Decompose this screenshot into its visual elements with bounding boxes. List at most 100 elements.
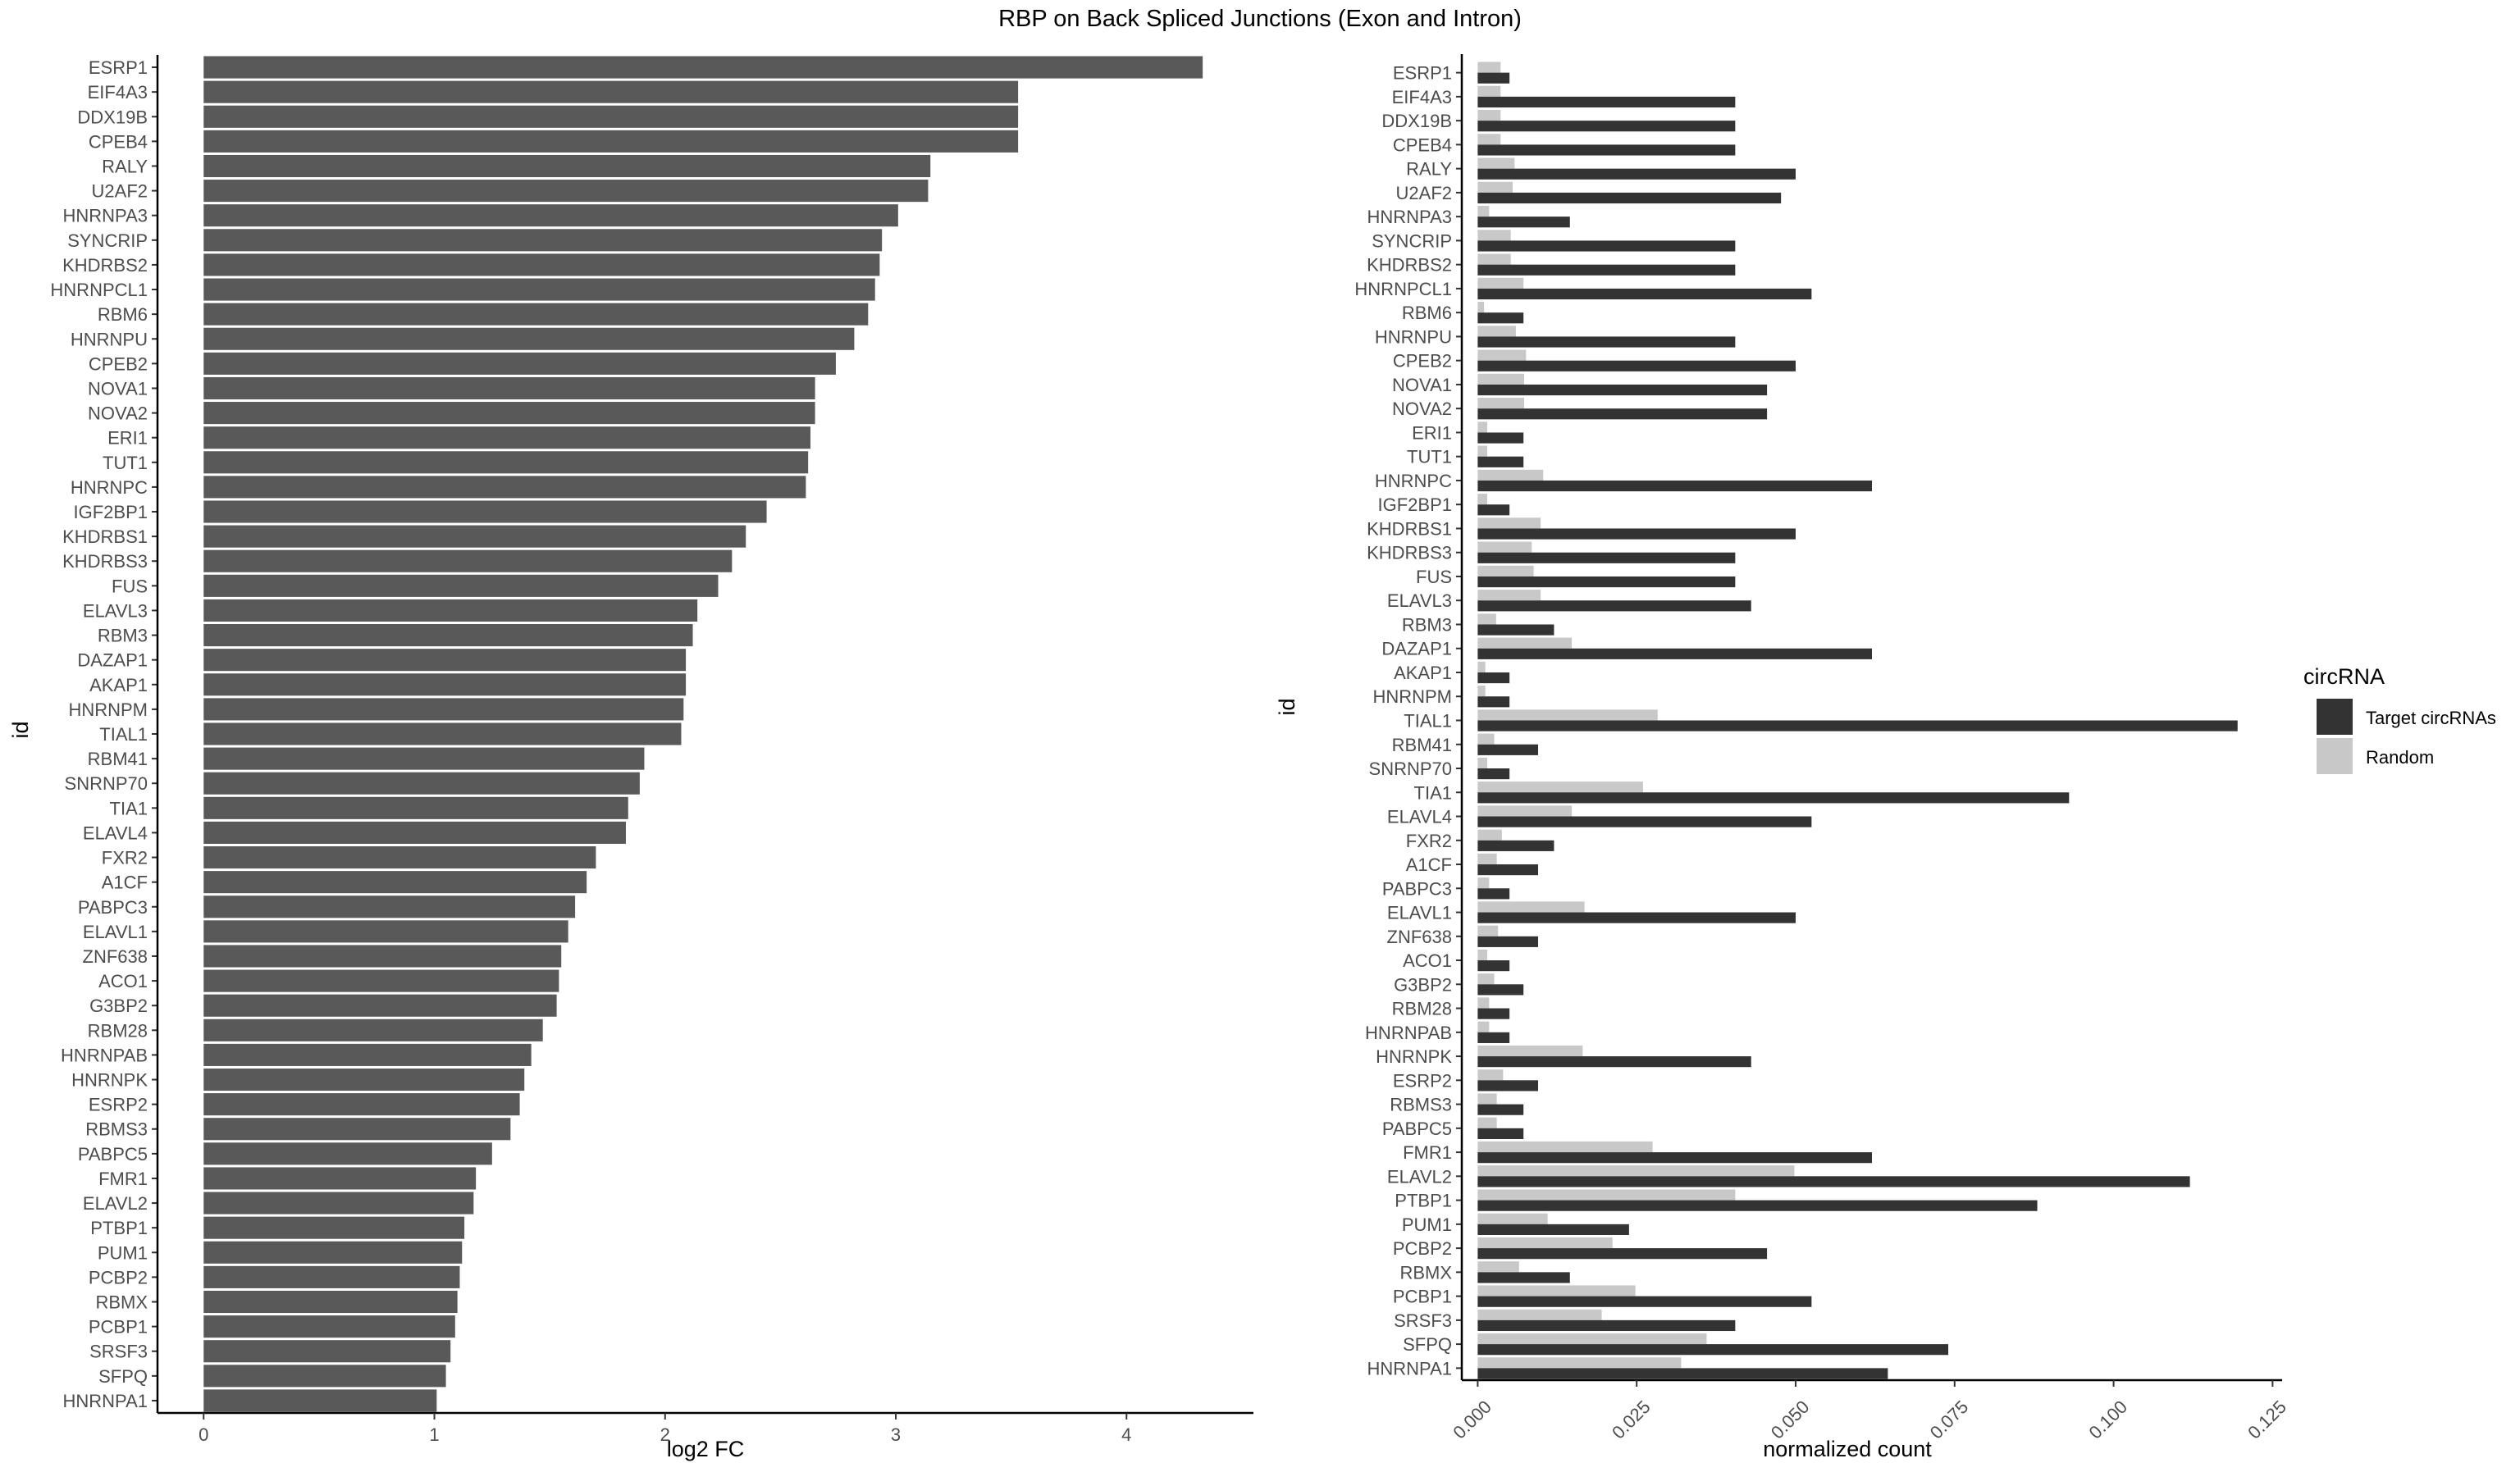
y-tick-label: DDX19B (77, 107, 148, 127)
left-x-axis-label: log2 FC (667, 1437, 745, 1461)
bar-random-aco1 (1477, 949, 1488, 961)
bar-target-ddx19b (1477, 121, 1736, 132)
y-tick-label: PTBP1 (90, 1218, 148, 1238)
y-tick-label: TUT1 (1407, 447, 1452, 467)
bar-target-nova2 (1477, 408, 1768, 420)
bar-target-hnrnpab (1477, 1032, 1510, 1043)
bar-u2af2 (203, 180, 929, 203)
bar-random-hnrnpk (1477, 1045, 1583, 1057)
y-tick-label: TIA1 (1414, 782, 1452, 803)
bar-random-ddx19b (1477, 109, 1501, 121)
bar-nova2 (203, 402, 815, 425)
bar-rbmx (203, 1290, 458, 1314)
legend: circRNA Target circRNAs Random (2303, 664, 2496, 774)
bar-target-tial1 (1477, 720, 2238, 731)
y-tick-label: RBM6 (1402, 303, 1452, 323)
y-tick-label: HNRNPK (1376, 1046, 1452, 1067)
bar-target-rbm3 (1477, 624, 1554, 636)
y-tick-label: SNRNP70 (65, 773, 148, 794)
bar-random-fxr2 (1477, 829, 1502, 841)
bar-random-rbm41 (1477, 733, 1495, 745)
bar-pabpc3 (203, 896, 576, 918)
bar-target-elavl2 (1477, 1176, 2190, 1187)
y-tick-label: CPEB4 (1393, 134, 1452, 155)
legend-label-target: Target circRNAs (2366, 708, 2496, 728)
right-axes: ESRP1 EIF4A3 DDX19B CPEB4 RALY U2AF2 HNRNPA3 SY… (1354, 54, 2290, 1442)
bar-random-rbms3 (1477, 1093, 1497, 1105)
y-tick-label: A1CF (1406, 854, 1452, 875)
left-bar-panel: ESRP1 EIF4A3 DDX19B CPEB4 RALY U2AF2 HNRNPA3 SY… (8, 55, 1253, 1461)
y-tick-label: DAZAP1 (77, 650, 148, 671)
bar-fus (203, 574, 719, 597)
y-tick-label: PUM1 (98, 1242, 148, 1263)
bar-pcbp1 (203, 1315, 455, 1338)
bar-ddx19b (203, 105, 1019, 128)
bar-cpeb2 (203, 352, 836, 375)
y-tick-label: RBMX (1399, 1262, 1452, 1283)
legend-swatch-target (2317, 699, 2353, 735)
bar-pcbp2 (203, 1265, 460, 1288)
bar-tia1 (203, 796, 628, 819)
bar-khdrbs1 (203, 525, 746, 548)
y-tick-label: KHDRBS3 (62, 551, 148, 572)
y-tick-label: NOVA1 (1392, 375, 1452, 395)
y-tick-label: G3BP2 (89, 996, 148, 1016)
y-tick-label: RBMX (95, 1292, 148, 1313)
y-tick-label: DDX19B (1381, 111, 1452, 131)
bar-hnrnpu (203, 327, 855, 350)
bar-random-hnrnpm (1477, 686, 1486, 697)
y-tick-label: AKAP1 (1394, 663, 1452, 683)
bar-target-pum1 (1477, 1224, 1629, 1236)
y-tick-label: EIF4A3 (88, 82, 148, 103)
y-tick-label: RBM41 (1392, 735, 1452, 755)
bar-random-g3bp2 (1477, 973, 1495, 985)
bar-random-igf2bp1 (1477, 494, 1488, 505)
bar-random-rbm3 (1477, 613, 1496, 625)
y-tick-label: RBM28 (1392, 999, 1452, 1019)
bar-target-khdrbs3 (1477, 552, 1736, 563)
left-bars (203, 56, 1203, 1412)
y-tick-label: KHDRBS1 (62, 526, 148, 547)
right-y-axis-label: id (1275, 698, 1299, 715)
y-tick-label: CPEB2 (89, 353, 148, 374)
bar-target-pcbp2 (1477, 1248, 1768, 1260)
bar-random-snrnp70 (1477, 757, 1488, 769)
bar-target-hnrnpa1 (1477, 1368, 1888, 1379)
bar-random-khdrbs3 (1477, 541, 1532, 553)
y-tick-label: G3BP2 (1394, 974, 1452, 995)
bar-snrnp70 (203, 772, 640, 795)
bar-akap1 (203, 673, 687, 696)
bar-target-hnrnpcl1 (1477, 288, 1812, 300)
bar-target-syncrip (1477, 240, 1736, 252)
x-tick-label: 2 (660, 1424, 670, 1445)
bar-random-elavl4 (1477, 805, 1573, 817)
y-tick-label: PABPC3 (78, 897, 148, 918)
y-tick-label: RALY (1406, 159, 1452, 180)
bar-rbm6 (203, 303, 869, 326)
bar-target-tia1 (1477, 792, 2070, 804)
y-tick-label: ELAVL4 (1387, 807, 1452, 827)
bar-hnrnpa1 (203, 1389, 437, 1412)
y-tick-label: SFPQ (98, 1366, 148, 1387)
y-tick-label: U2AF2 (1396, 183, 1452, 203)
y-tick-label: RBM3 (1402, 614, 1452, 635)
x-tick-label: 3 (891, 1424, 901, 1445)
bar-random-hnrnpab (1477, 1021, 1490, 1032)
bar-random-pcbp1 (1477, 1285, 1636, 1297)
bar-target-snrnp70 (1477, 768, 1510, 780)
bar-target-a1cf (1477, 864, 1539, 876)
bar-igf2bp1 (203, 500, 767, 523)
y-tick-label: FXR2 (102, 848, 148, 868)
bar-syncrip (203, 229, 883, 252)
bar-target-rbm6 (1477, 312, 1524, 324)
bar-dazap1 (203, 649, 687, 672)
bar-target-u2af2 (1477, 192, 1782, 204)
y-tick-label: FXR2 (1406, 831, 1452, 851)
bar-target-znf638 (1477, 936, 1539, 947)
bar-target-raly (1477, 168, 1796, 180)
bar-fxr2 (203, 845, 596, 869)
bar-random-esrp1 (1477, 62, 1501, 73)
bar-random-a1cf (1477, 853, 1497, 865)
y-tick-label: IGF2BP1 (74, 502, 148, 522)
